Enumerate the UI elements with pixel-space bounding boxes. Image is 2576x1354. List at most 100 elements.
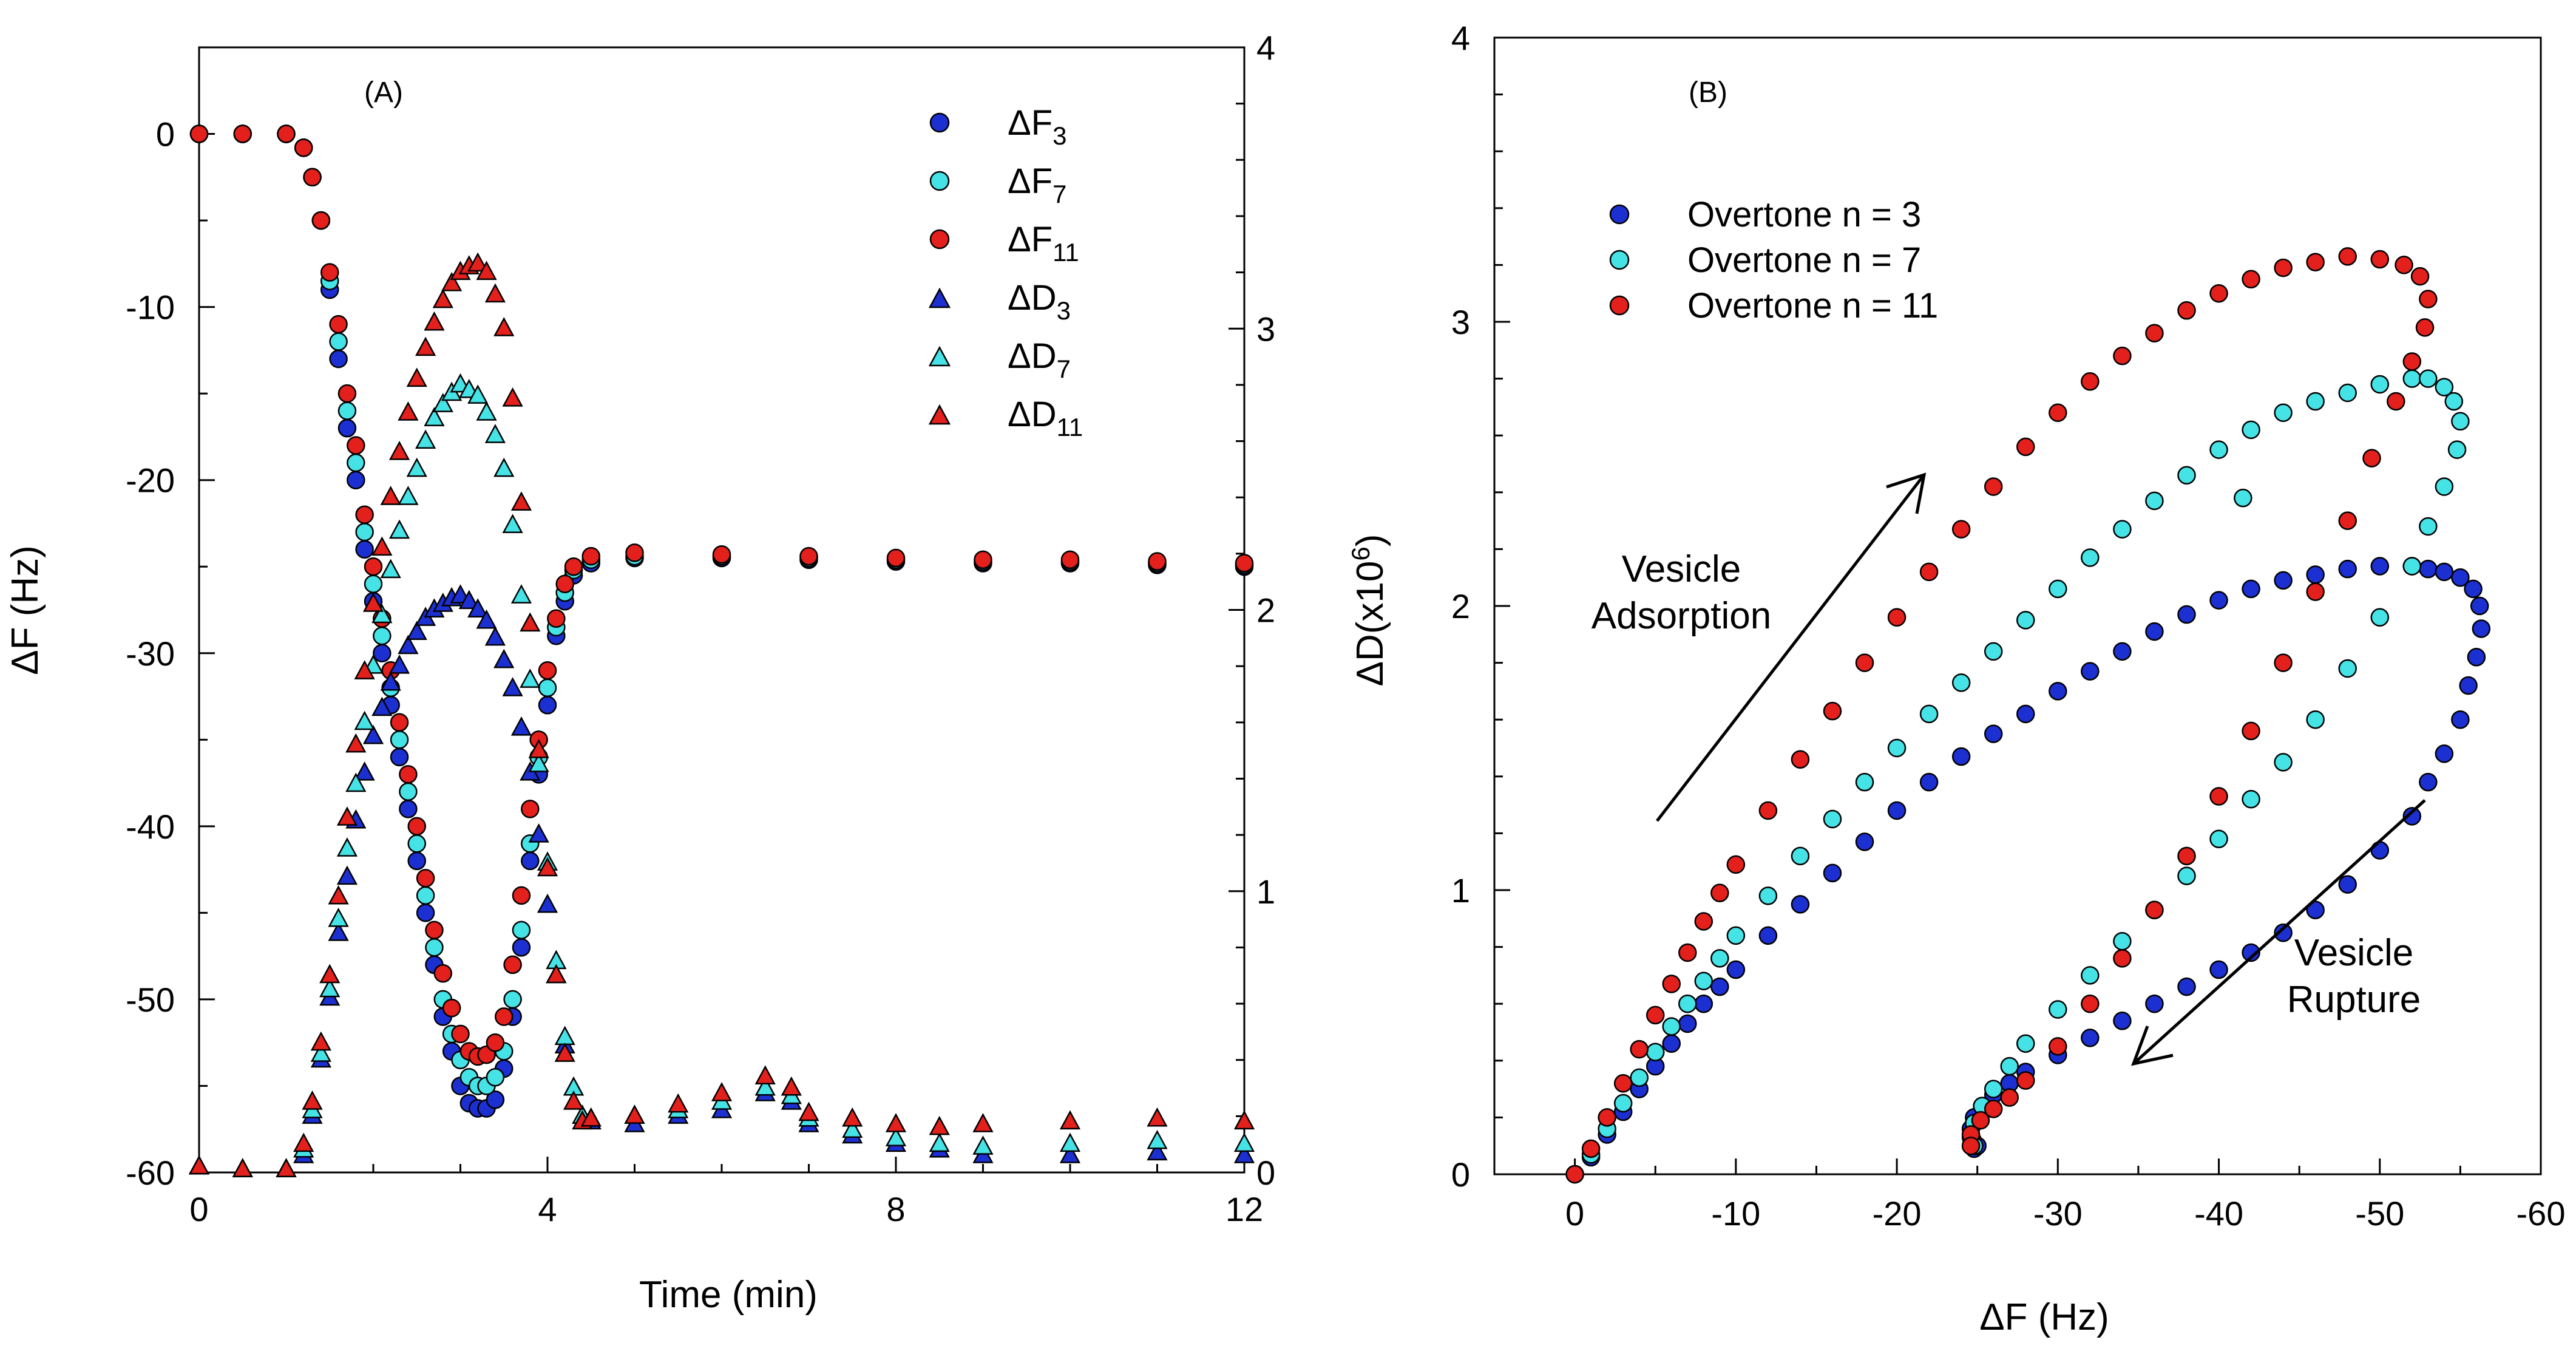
panel-a-right-tick-label: 2 <box>1256 591 1275 630</box>
data-point-ΔF11 <box>390 713 409 732</box>
panel-a-left-tick-label: -60 <box>126 1154 175 1192</box>
data-point-ΔD7 <box>424 407 445 426</box>
legend-marker-ΔF7 <box>929 171 950 191</box>
data-point-Overtone-n-=-11 <box>2209 787 2228 806</box>
data-point-Overtone-n-=-7 <box>2274 753 2293 772</box>
panel-a-y-axis-label: ΔF (Hz) <box>4 545 46 675</box>
panel-a-plot-frame <box>198 46 1246 1174</box>
data-point-ΔF3 <box>355 540 374 559</box>
data-point-Overtone-n-=-7 <box>1678 994 1697 1013</box>
panel-b-x-tick-label: 0 <box>1565 1194 1584 1233</box>
data-point-ΔF11 <box>320 263 339 282</box>
data-point-ΔD7 <box>371 604 393 624</box>
data-point-Overtone-n-=-3 <box>2459 676 2478 695</box>
panel-b-y-label-sup: 6 <box>1346 546 1375 560</box>
panel-a-x-tick-label: 12 <box>1225 1190 1263 1228</box>
data-point-ΔF11 <box>538 661 557 680</box>
data-point-ΔD7 <box>510 584 532 604</box>
legend-label: ΔF11 <box>1008 220 1079 267</box>
data-point-ΔF7 <box>373 627 391 645</box>
data-point-Overtone-n-=-3 <box>2338 875 2357 894</box>
data-point-Overtone-n-=-3 <box>1823 863 1842 883</box>
data-point-Overtone-n-=-7 <box>2242 789 2260 809</box>
data-point-ΔD7 <box>328 907 349 927</box>
data-point-ΔD7 <box>476 401 497 421</box>
data-point-ΔD7 <box>406 457 427 477</box>
legend-label: Overtone n = 11 <box>1687 286 1938 325</box>
data-point-Overtone-n-=-3 <box>2419 559 2438 579</box>
data-point-Overtone-n-=-11 <box>1726 855 1746 874</box>
data-point-Overtone-n-=-7 <box>1630 1068 1649 1087</box>
panel-a-x-tick-label: 8 <box>886 1190 905 1228</box>
data-point-ΔD11 <box>711 1082 733 1101</box>
data-point-ΔF11 <box>337 384 357 403</box>
data-point-Overtone-n-=-11 <box>2049 1037 2067 1056</box>
data-point-Overtone-n-=-7 <box>2370 375 2390 394</box>
data-point-ΔD3 <box>458 590 480 610</box>
data-point-Overtone-n-=-11 <box>2242 721 2260 741</box>
data-point-Overtone-n-=-7 <box>1919 704 1939 724</box>
data-point-Overtone-n-=-11 <box>2242 270 2260 289</box>
data-point-Overtone-n-=-7 <box>2209 440 2228 459</box>
data-point-ΔF11 <box>495 1007 514 1026</box>
data-point-Overtone-n-=-11 <box>1984 1100 2003 1118</box>
panel-a-left-tick-label: -30 <box>126 634 175 673</box>
data-point-ΔD11 <box>502 387 523 407</box>
legend-marker-ΔD7 <box>928 345 951 367</box>
data-point-Overtone-n-=-3 <box>2209 960 2228 979</box>
panel-b-ticks: 0 1 2 3 4 0 -10 -20 -30 -40 -50 -60 <box>1451 19 2566 1233</box>
annotation-adsorption-line2: Adsorption <box>1591 595 1771 637</box>
data-point-ΔD3 <box>380 671 401 691</box>
data-point-ΔF11 <box>486 1033 505 1052</box>
panel-a-x-axis-label: Time (min) <box>639 1274 818 1316</box>
data-point-ΔF11 <box>399 765 418 784</box>
data-point-ΔD11 <box>1059 1110 1081 1130</box>
panel-a-label: (A) <box>364 77 403 109</box>
data-point-Overtone-n-=-7 <box>2338 383 2357 403</box>
data-point-ΔD11 <box>293 1132 314 1152</box>
panel-a-left-tick-label: -20 <box>126 461 175 500</box>
data-point-Overtone-n-=-7 <box>2444 392 2464 411</box>
data-point-ΔF3 <box>329 349 348 369</box>
data-point-ΔD11 <box>354 660 375 679</box>
data-point-Overtone-n-=-3 <box>1726 960 1746 979</box>
data-point-ΔD3 <box>1147 1141 1168 1161</box>
data-point-Overtone-n-=-3 <box>1678 1014 1697 1033</box>
data-point-ΔD11 <box>424 311 445 331</box>
data-point-ΔD11 <box>380 486 401 505</box>
panel-a-x-tick-label: 4 <box>538 1190 557 1228</box>
legend-marker-ΔD11 <box>928 404 951 425</box>
data-point-Overtone-n-=-11 <box>1613 1073 1633 1093</box>
data-point-ΔF3 <box>337 418 357 438</box>
data-point-ΔF11 <box>503 955 522 975</box>
data-point-ΔD11 <box>398 401 419 421</box>
data-point-Overtone-n-=-7 <box>2402 369 2422 388</box>
data-point-ΔD11 <box>319 964 341 984</box>
data-point-Overtone-n-=-11 <box>2081 372 2100 391</box>
legend-label-base: ΔF <box>1008 162 1052 201</box>
data-point-ΔD7 <box>493 457 515 477</box>
data-point-ΔF7 <box>416 886 435 905</box>
data-point-ΔD11 <box>310 1031 331 1051</box>
panel-b-y-tick-label: 2 <box>1451 587 1470 625</box>
data-point-ΔF11 <box>974 550 992 570</box>
data-point-ΔF7 <box>329 332 348 351</box>
panel-b-x-tick-label: -20 <box>1873 1194 1922 1233</box>
data-point-ΔD7 <box>380 559 401 579</box>
data-point-Overtone-n-=-11 <box>2338 511 2357 530</box>
data-point-Overtone-n-=-3 <box>2242 943 2260 962</box>
data-point-Overtone-n-=-7 <box>1984 1080 2003 1098</box>
data-point-Overtone-n-=-11 <box>2370 250 2390 269</box>
data-point-Overtone-n-=-11 <box>2338 247 2357 266</box>
data-point-Overtone-n-=-3 <box>2016 704 2035 724</box>
data-point-ΔF11 <box>311 211 331 230</box>
data-point-ΔF3 <box>512 938 531 957</box>
data-point-Overtone-n-=-3 <box>2370 557 2390 576</box>
data-point-ΔD11 <box>188 1155 210 1175</box>
data-point-Overtone-n-=-3 <box>2274 571 2293 590</box>
panel-b-x-tick-label: -10 <box>1711 1194 1760 1233</box>
data-point-Overtone-n-=-7 <box>2274 403 2293 423</box>
data-point-ΔD11 <box>484 283 506 303</box>
data-point-Overtone-n-=-7 <box>1791 846 1810 866</box>
data-point-Overtone-n-=-11 <box>2113 346 2132 366</box>
